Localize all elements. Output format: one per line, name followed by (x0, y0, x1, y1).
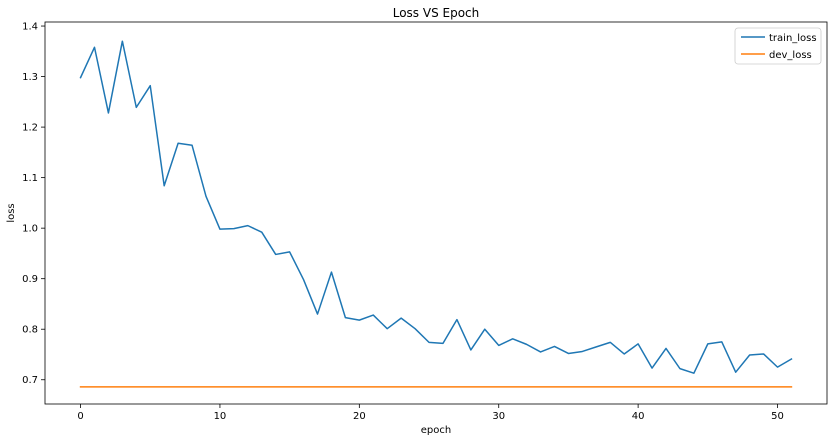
chart-title: Loss VS Epoch (393, 6, 480, 20)
x-tick-label: 40 (632, 411, 645, 422)
x-tick-label: 0 (77, 411, 83, 422)
x-axis: 0 10 20 30 40 50 (77, 404, 784, 422)
y-tick-label: 0.8 (22, 325, 38, 336)
y-tick-label: 1.1 (22, 173, 38, 184)
x-tick-label: 50 (771, 411, 784, 422)
y-axis: 0.7 0.8 0.9 1.0 1.1 1.2 1.3 1.4 (22, 22, 45, 386)
y-tick-label: 0.7 (22, 375, 38, 386)
y-tick-label: 1.0 (22, 224, 38, 235)
axes-frame (44, 21, 828, 405)
x-tick-label: 20 (353, 411, 366, 422)
legend-label-dev-loss: dev_loss (769, 50, 812, 61)
x-axis-label: epoch (421, 425, 451, 436)
legend: train_loss dev_loss (734, 27, 822, 65)
y-tick-label: 1.2 (22, 123, 38, 134)
x-tick-label: 10 (214, 411, 227, 422)
series-line-train-loss (79, 40, 793, 374)
x-tick-label: 30 (492, 411, 505, 422)
plot-area (79, 40, 793, 388)
y-axis-label: loss (6, 203, 17, 222)
y-tick-label: 1.4 (22, 22, 38, 33)
y-tick-label: 0.9 (22, 274, 38, 285)
legend-label-train-loss: train_loss (769, 33, 817, 44)
y-tick-label: 1.3 (22, 72, 38, 83)
